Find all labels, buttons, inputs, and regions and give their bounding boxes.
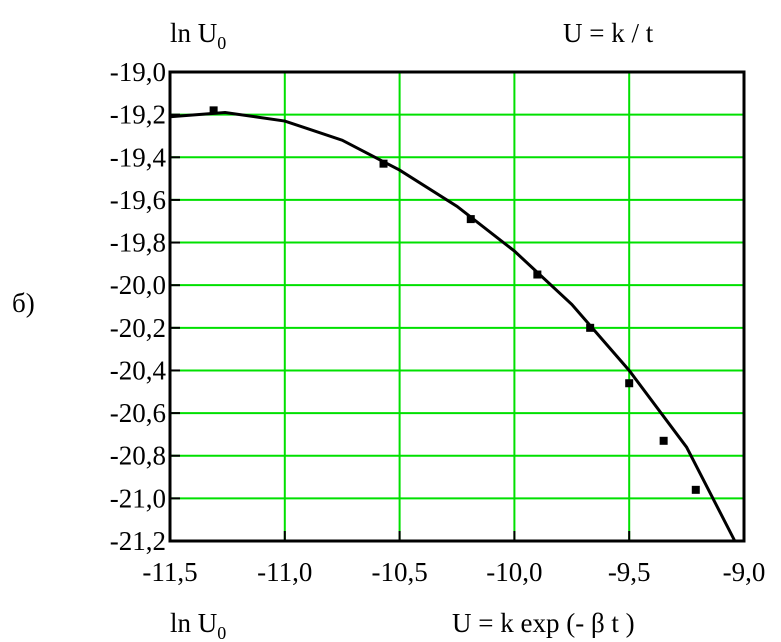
data-point	[379, 159, 388, 168]
plot-frame	[168, 70, 746, 543]
formula-label: U = k / t	[563, 18, 654, 48]
data-point	[209, 106, 218, 115]
data-point	[586, 323, 595, 332]
y-tick-label: -20,2	[110, 313, 166, 343]
y-tick-label: -20,4	[110, 355, 167, 385]
formula-label: U = k exp (- β t )	[452, 608, 635, 638]
data-point	[533, 270, 542, 279]
x-tick-label: -10,5	[371, 557, 427, 587]
x-tick-label: -9,0	[723, 557, 766, 587]
x-tick-label: -9,5	[608, 557, 651, 587]
y-tick-label: -19,8	[110, 228, 166, 258]
y-tick-label: -19,6	[110, 185, 166, 215]
y-tick-label: -21,0	[110, 483, 166, 513]
y-tick-label: -20,6	[110, 398, 166, 428]
x-tick-label: -11,0	[257, 557, 312, 587]
data-point	[625, 379, 634, 388]
y-tick-label: -19,2	[110, 100, 166, 130]
panel-label: б)	[12, 288, 35, 318]
y-tick-label: -21,2	[110, 526, 166, 556]
data-point	[466, 215, 475, 224]
x-tick-label: -11,5	[142, 557, 197, 587]
y-tick-label: -19,4	[110, 142, 167, 172]
x-axis-label: ln U0	[170, 608, 226, 642]
y-tick-label: -20,0	[110, 270, 166, 300]
x-tick-label: -10,0	[486, 557, 542, 587]
y-tick-label: -20,8	[110, 441, 166, 471]
y-tick-label: -19,0	[110, 57, 166, 87]
y-axis-label: ln U0	[170, 18, 226, 53]
data-point	[659, 436, 668, 445]
data-point	[691, 485, 700, 494]
fit-curve	[169, 110, 737, 542]
